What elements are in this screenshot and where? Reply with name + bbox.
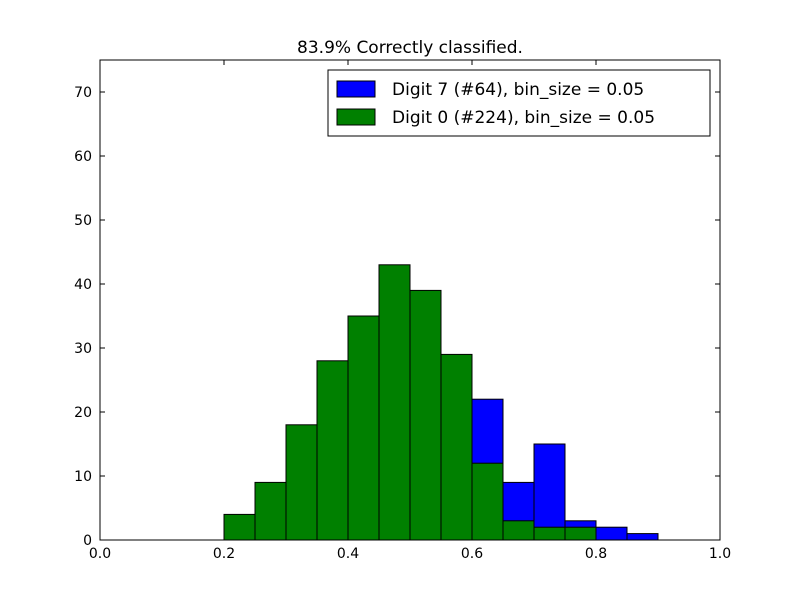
bar-series2-bin-1 [254,481,287,541]
bar-series2-bin-11 [564,526,597,541]
x-tick-label: 0.2 [213,546,235,562]
bar-series2-bin-0 [223,513,256,541]
bars-layer [223,264,659,541]
x-tick-label: 0.8 [585,546,607,562]
legend-swatch-series1 [336,80,376,98]
y-tick-label: 70 [74,85,92,101]
bar-series2-bin-6 [409,289,442,541]
bar-series2-bin-5 [378,264,411,541]
bar-series1-bin-5 [595,526,628,541]
y-tick-label: 10 [74,469,92,485]
legend-box [327,69,711,137]
bar-series2-bin-8 [471,462,504,541]
chart-title: 83.9% Correctly classified. [297,38,523,58]
bar-series2-bin-10 [533,526,566,541]
bar-series2-bin-9 [502,520,535,541]
y-tick-label: 0 [83,533,92,549]
legend: Digit 7 (#64), bin_size = 0.05 Digit 0 (#… [327,69,711,137]
legend-label-series1: Digit 7 (#64), bin_size = 0.05 [392,80,644,100]
x-tick-label: 0.6 [461,546,483,562]
axis-ticks: 0.0 0.2 0.4 0.6 0.8 1.0 0 10 20 30 40 50 60 70 [74,60,731,562]
legend-swatch-series2 [336,108,376,126]
bar-series2-bin-7 [440,353,473,541]
plot-frame [99,59,721,541]
bar-series2-bin-3 [316,360,349,541]
bar-series1-bin-3 [533,443,566,541]
y-tick-label: 60 [74,149,92,165]
x-tick-label: 1.0 [709,546,731,562]
y-tick-label: 40 [74,277,92,293]
x-tick-label: 0.0 [89,546,111,562]
y-tick-label: 50 [74,213,92,229]
y-tick-label: 30 [74,341,92,357]
x-tick-label: 0.4 [337,546,359,562]
bar-series2-bin-2 [285,424,318,541]
y-tick-label: 20 [74,405,92,421]
bar-series1-bin-6 [626,533,659,541]
legend-label-series2: Digit 0 (#224), bin_size = 0.05 [392,108,655,128]
bar-series2-bin-4 [347,315,380,541]
